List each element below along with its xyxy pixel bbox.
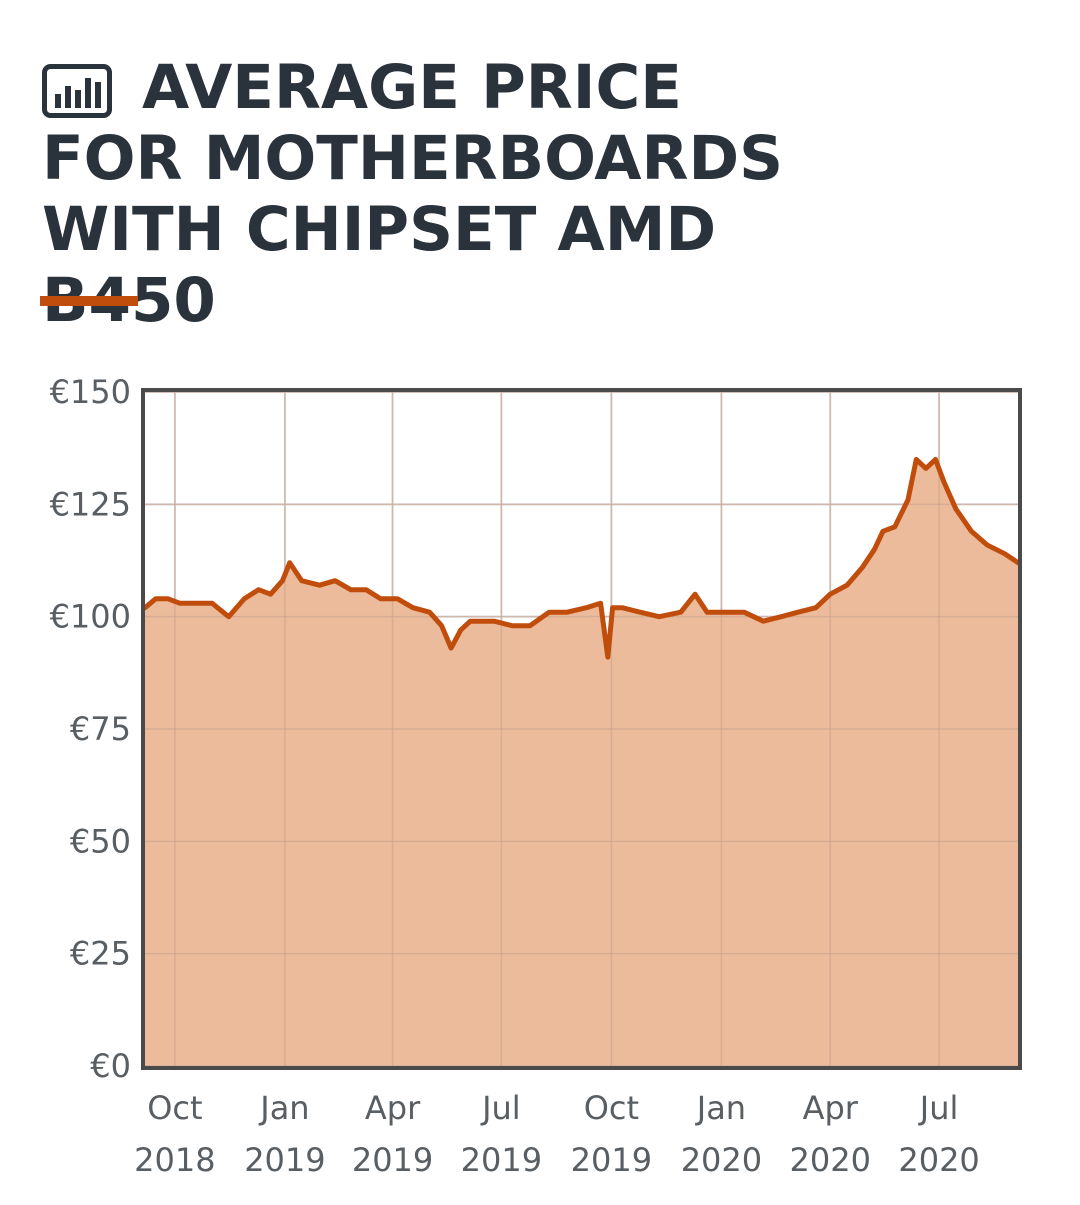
bar-chart-icon bbox=[42, 64, 112, 118]
data-point bbox=[705, 611, 709, 614]
y-tick-label: €25 bbox=[70, 935, 131, 973]
data-point bbox=[379, 597, 382, 600]
data-point bbox=[411, 606, 415, 609]
data-point bbox=[780, 615, 783, 618]
data-point bbox=[915, 458, 918, 461]
data-point bbox=[742, 611, 746, 614]
data-point bbox=[365, 588, 368, 591]
data-point bbox=[449, 646, 453, 650]
data-point bbox=[318, 584, 321, 587]
data-point bbox=[893, 525, 896, 528]
x-tick-year: 2018 bbox=[134, 1141, 215, 1179]
y-tick-label: €125 bbox=[50, 485, 131, 523]
data-point bbox=[796, 611, 800, 614]
x-tick-month: Jan bbox=[258, 1089, 309, 1127]
data-point bbox=[194, 602, 197, 605]
plot-frame bbox=[141, 388, 1022, 1070]
data-point bbox=[154, 597, 157, 600]
data-point bbox=[510, 624, 514, 627]
data-point bbox=[814, 606, 818, 609]
y-tick-label: €50 bbox=[70, 822, 131, 860]
data-point bbox=[942, 480, 946, 484]
data-point bbox=[269, 593, 272, 596]
data-point bbox=[585, 606, 588, 609]
data-point bbox=[611, 606, 614, 609]
data-point bbox=[288, 561, 291, 564]
data-point bbox=[881, 530, 885, 533]
data-point bbox=[829, 593, 832, 596]
data-point bbox=[873, 548, 876, 551]
data-point bbox=[469, 620, 472, 623]
data-point bbox=[396, 597, 399, 600]
data-point bbox=[333, 579, 337, 582]
x-tick-year: 2020 bbox=[790, 1141, 871, 1179]
data-point bbox=[970, 530, 973, 533]
data-point bbox=[243, 597, 246, 600]
data-point bbox=[985, 543, 989, 546]
data-point bbox=[845, 584, 849, 587]
data-point bbox=[493, 620, 496, 623]
y-tick-label: €75 bbox=[70, 710, 131, 748]
data-point bbox=[599, 602, 602, 605]
data-point bbox=[257, 588, 260, 591]
data-point bbox=[428, 611, 431, 614]
x-tick-month: Oct bbox=[147, 1089, 202, 1127]
data-point bbox=[679, 611, 682, 614]
data-point bbox=[281, 579, 284, 582]
x-tick-month: Apr bbox=[365, 1089, 421, 1127]
data-point bbox=[349, 588, 352, 591]
x-tick-month: Jul bbox=[918, 1089, 959, 1127]
data-point bbox=[440, 624, 443, 627]
data-point bbox=[606, 655, 609, 659]
data-point bbox=[166, 597, 169, 600]
data-point bbox=[210, 602, 214, 605]
price-area bbox=[145, 459, 1018, 1066]
data-point bbox=[481, 620, 484, 623]
x-tick-month: Oct bbox=[584, 1089, 639, 1127]
plot-area bbox=[142, 391, 1021, 1067]
data-point bbox=[621, 606, 624, 609]
data-point bbox=[638, 611, 642, 614]
x-tick-year: 2019 bbox=[352, 1141, 433, 1179]
data-point bbox=[459, 628, 462, 632]
data-point bbox=[658, 615, 661, 618]
x-tick-year: 2019 bbox=[571, 1141, 652, 1179]
data-point bbox=[178, 602, 181, 605]
y-tick-label: €150 bbox=[50, 373, 131, 411]
x-tick-year: 2019 bbox=[244, 1141, 325, 1179]
x-tick-month: Jan bbox=[695, 1089, 746, 1127]
y-tick-label: €100 bbox=[50, 598, 131, 636]
data-point bbox=[934, 458, 937, 461]
data-point bbox=[300, 579, 303, 582]
y-tick-label: €0 bbox=[90, 1047, 131, 1085]
y-axis-ticks: €0 €25 €50 €75 €100 €125 €150 bbox=[50, 373, 131, 1085]
data-point bbox=[725, 611, 728, 614]
title-accent-bar bbox=[40, 296, 138, 306]
x-tick-month: Jul bbox=[480, 1089, 521, 1127]
data-point bbox=[954, 507, 957, 510]
x-tick-month: Apr bbox=[803, 1089, 859, 1127]
data-point bbox=[1003, 552, 1006, 555]
data-point bbox=[548, 611, 551, 614]
data-point bbox=[693, 593, 697, 596]
x-tick-year: 2019 bbox=[461, 1141, 542, 1179]
data-point bbox=[924, 467, 928, 470]
data-point bbox=[565, 611, 569, 614]
data-point bbox=[906, 498, 910, 501]
data-point bbox=[528, 624, 532, 627]
data-point bbox=[861, 566, 864, 569]
data-point bbox=[227, 615, 230, 618]
x-tick-year: 2020 bbox=[681, 1141, 762, 1179]
x-axis-ticks: Oct 2018 Jan 2019 Apr 2019 Jul 2019 Oct 2019 Jan 20… bbox=[134, 1089, 980, 1179]
data-point bbox=[762, 620, 765, 623]
x-tick-year: 2020 bbox=[898, 1141, 979, 1179]
